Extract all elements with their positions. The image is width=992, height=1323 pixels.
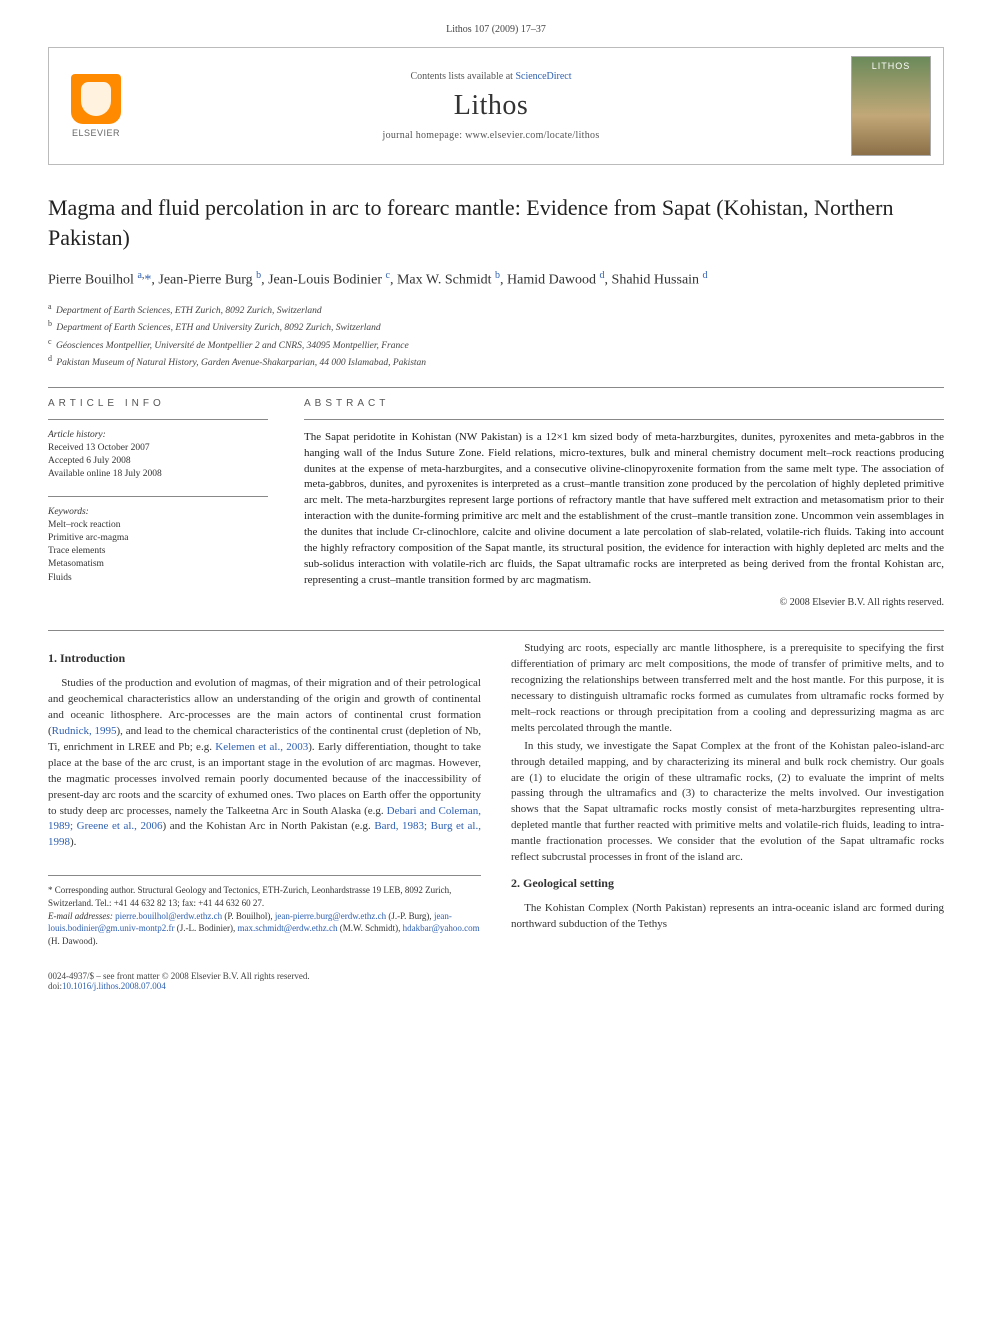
front-matter-line: 0024-4937/$ – see front matter © 2008 El…: [48, 971, 310, 981]
corresponding-author-footnote: * Corresponding author. Structural Geolo…: [48, 875, 481, 947]
affiliation-list: a Department of Earth Sciences, ETH Zuri…: [48, 301, 944, 371]
keyword: Primitive arc-magma: [48, 532, 268, 545]
body-two-column: 1. Introduction Studies of the productio…: [48, 641, 944, 947]
publisher-logo-block: ELSEVIER: [61, 74, 131, 138]
article-title: Magma and fluid percolation in arc to fo…: [48, 193, 944, 252]
abstract-copyright: © 2008 Elsevier B.V. All rights reserved…: [304, 597, 944, 608]
abstract-column: ABSTRACT The Sapat peridotite in Kohista…: [304, 398, 944, 608]
article-info-head: ARTICLE INFO: [48, 398, 268, 409]
affiliation: c Géosciences Montpellier, Université de…: [48, 336, 944, 353]
journal-cover-thumbnail: [851, 56, 931, 156]
running-head: Lithos 107 (2009) 17–37: [48, 24, 944, 35]
rule-top: [48, 387, 944, 388]
footer-left: 0024-4937/$ – see front matter © 2008 El…: [48, 971, 310, 991]
rule-info: [48, 419, 268, 420]
affiliation: d Pakistan Museum of Natural History, Ga…: [48, 353, 944, 370]
footnote-corr: * Corresponding author. Structural Geolo…: [48, 884, 481, 909]
keywords-label: Keywords:: [48, 507, 268, 517]
body-paragraph: The Kohistan Complex (North Pakistan) re…: [511, 901, 944, 933]
email-link[interactable]: jean-pierre.burg@erdw.ethz.ch: [275, 911, 386, 921]
contents-line: Contents lists available at ScienceDirec…: [131, 71, 851, 82]
article-history-block: Article history: Received 13 October 200…: [48, 430, 268, 482]
doi-prefix: doi:: [48, 981, 62, 991]
history-label: Article history:: [48, 430, 268, 440]
keywords-block: Keywords: Melt–rock reaction Primitive a…: [48, 507, 268, 585]
keyword: Fluids: [48, 572, 268, 585]
elsevier-tree-icon: [71, 74, 121, 124]
body-paragraph: Studying arc roots, especially arc mantl…: [511, 641, 944, 737]
body-paragraph: In this study, we investigate the Sapat …: [511, 739, 944, 867]
sciencedirect-link[interactable]: ScienceDirect: [515, 71, 571, 82]
doi-line: doi:10.1016/j.lithos.2008.07.004: [48, 981, 310, 991]
keyword: Trace elements: [48, 545, 268, 558]
journal-banner: ELSEVIER Contents lists available at Sci…: [48, 47, 944, 165]
body-paragraph: Studies of the production and evolution …: [48, 676, 481, 851]
footnote-emails: E-mail addresses: pierre.bouilhol@erdw.e…: [48, 910, 481, 948]
email-link[interactable]: pierre.bouilhol@erdw.ethz.ch: [115, 911, 222, 921]
rule-below-abs: [48, 630, 944, 631]
section-head-geology: 2. Geological setting: [511, 876, 944, 891]
contents-prefix: Contents lists available at: [410, 71, 515, 82]
rule-abs: [304, 419, 944, 420]
abstract-text: The Sapat peridotite in Kohistan (NW Pak…: [304, 430, 944, 589]
author-list: Pierre Bouilhol a,*, Jean-Pierre Burg b,…: [48, 270, 944, 289]
section-head-intro: 1. Introduction: [48, 651, 481, 666]
history-line: Accepted 6 July 2008: [48, 455, 268, 468]
info-abstract-row: ARTICLE INFO Article history: Received 1…: [48, 398, 944, 608]
article-info-column: ARTICLE INFO Article history: Received 1…: [48, 398, 268, 608]
keyword: Melt–rock reaction: [48, 519, 268, 532]
journal-name: Lithos: [131, 90, 851, 122]
affiliation: b Department of Earth Sciences, ETH and …: [48, 318, 944, 335]
keyword: Metasomatism: [48, 558, 268, 571]
email-link[interactable]: max.schmidt@erdw.ethz.ch: [238, 923, 338, 933]
publisher-label: ELSEVIER: [72, 128, 120, 138]
rule-info2: [48, 496, 268, 497]
history-line: Received 13 October 2007: [48, 442, 268, 455]
emails-label: E-mail addresses:: [48, 911, 113, 921]
journal-homepage: journal homepage: www.elsevier.com/locat…: [131, 130, 851, 141]
history-line: Available online 18 July 2008: [48, 468, 268, 481]
affiliation: a Department of Earth Sciences, ETH Zuri…: [48, 301, 944, 318]
banner-center: Contents lists available at ScienceDirec…: [131, 71, 851, 141]
page-footer: 0024-4937/$ – see front matter © 2008 El…: [48, 971, 944, 991]
doi-link[interactable]: 10.1016/j.lithos.2008.07.004: [62, 981, 166, 991]
email-link[interactable]: hdakbar@yahoo.com: [403, 923, 480, 933]
abstract-head: ABSTRACT: [304, 398, 944, 409]
